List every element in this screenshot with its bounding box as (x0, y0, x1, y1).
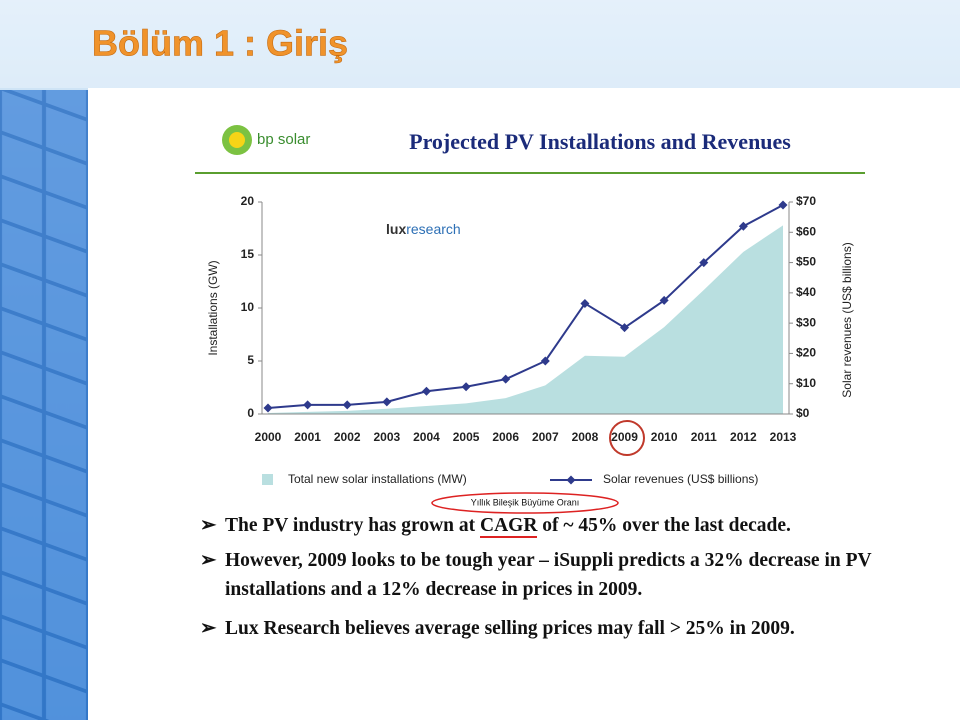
x-tick-label: 2002 (334, 430, 361, 444)
legend-swatch (262, 474, 273, 485)
header-band (0, 0, 960, 88)
bullet: ➢ However, 2009 looks to be tough year – … (200, 546, 880, 604)
bullet-text: The PV industry has grown at CAGR of ~ 4… (225, 511, 880, 540)
text: of ~ 45% over the last decade. (537, 515, 791, 536)
marker (659, 295, 669, 305)
y-tick-label: 5 (247, 353, 254, 367)
source-logo: luxresearch (386, 221, 461, 237)
x-tick-label: 2012 (730, 430, 757, 444)
area (268, 225, 783, 414)
bullet-text: However, 2009 looks to be tough year – i… (225, 550, 872, 600)
x-tick-label: 2003 (373, 430, 400, 444)
x-tick-label: 2007 (532, 430, 559, 444)
legend-swatch (566, 475, 576, 485)
x-tick-label: 2008 (572, 430, 599, 444)
slide-title: Bölüm 1 : Giriş (92, 23, 348, 64)
logo-text: bp solar (257, 131, 310, 148)
x-tick-label: 2000 (255, 430, 282, 444)
y2-tick-label: $10 (796, 376, 816, 390)
x-tick-label: 2001 (294, 430, 321, 444)
bp-logo-center (229, 132, 245, 148)
y-axis-label: Installations (GW) (206, 260, 220, 355)
y2-axis-label: Solar revenues (US$ billions) (840, 242, 854, 397)
chart-title: Projected PV Installations and Revenues (409, 129, 791, 154)
bullet-icon: ➢ (200, 550, 217, 571)
marker (263, 403, 273, 413)
text: The PV industry has grown at (225, 515, 480, 536)
marker (501, 374, 511, 384)
marker (620, 323, 630, 333)
y2-tick-label: $20 (796, 346, 816, 360)
y2-tick-label: $50 (796, 255, 816, 269)
legend-label: Solar revenues (US$ billions) (603, 472, 758, 486)
y2-tick-label: $60 (796, 224, 816, 238)
marker (738, 221, 748, 231)
marker (580, 298, 590, 308)
annotation-ellipse (431, 492, 619, 514)
marker (421, 386, 431, 396)
text-cagr: CAGR (480, 515, 538, 538)
x-tick-label: 2010 (651, 430, 678, 444)
marker (382, 397, 392, 407)
y2-tick-label: $0 (796, 406, 810, 420)
x-tick-label: 2009 (611, 430, 638, 444)
bullet-icon: ➢ (200, 515, 217, 536)
y2-tick-label: $70 (796, 194, 816, 208)
bullet: ➢ The PV industry has grown at CAGR of ~ … (200, 511, 880, 540)
y-tick-label: 15 (241, 247, 255, 261)
source-logo-a: lux (386, 221, 406, 237)
marker (303, 400, 313, 410)
x-tick-label: 2011 (691, 430, 717, 444)
marker (699, 258, 709, 268)
marker (540, 356, 550, 366)
bullet-icon: ➢ (200, 618, 217, 639)
annotation: Yıllık Bileşik Büyüme Oranı (471, 497, 580, 507)
bullet-text: Lux Research believes average selling pr… (225, 618, 795, 639)
y2-tick-label: $30 (796, 315, 816, 329)
panel-decor (0, 90, 88, 720)
marker (342, 400, 352, 410)
bullet: ➢ Lux Research believes average selling p… (200, 614, 880, 643)
source-logo-b: research (406, 221, 460, 237)
marker (461, 382, 471, 392)
x-tick-label: 2013 (770, 430, 797, 444)
x-tick-label: 2005 (453, 430, 480, 444)
x-tick-label: 2006 (492, 430, 519, 444)
legend-label: Total new solar installations (MW) (288, 472, 467, 486)
x-tick-label: 2004 (413, 430, 440, 444)
highlight-circle (609, 420, 645, 456)
y-tick-label: 10 (241, 300, 255, 314)
line (267, 204, 784, 409)
y-tick-label: 0 (247, 406, 254, 420)
y-tick-label: 20 (241, 194, 255, 208)
marker (778, 200, 788, 210)
y2-tick-label: $40 (796, 285, 816, 299)
